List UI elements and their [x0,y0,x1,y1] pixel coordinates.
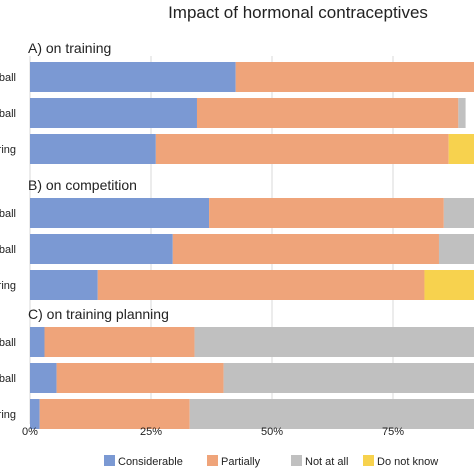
bar-segment-not-at-all [223,363,474,393]
legend-swatch [291,455,302,466]
x-tick-label: 25% [140,426,162,438]
legend-label: Not at all [305,456,348,468]
legend-label: Considerable [118,456,183,468]
category-label: ring [0,280,16,292]
category-label: ball [0,108,16,120]
legend-swatch [104,455,115,466]
x-tick-label: 50% [261,426,283,438]
bar-segment-do-not-know [424,270,474,300]
x-tick-label: 75% [382,426,404,438]
category-label: ball [0,244,16,256]
category-label: ring [0,144,16,156]
panel-2: B) on competition ball ball ring [0,177,474,300]
panel-title: A) on training [28,40,111,56]
bar-segment-considerable [30,327,45,357]
bar-segment-partially [56,363,224,393]
category-label: ring [0,409,16,421]
bar-segment-considerable [30,234,173,264]
bar-segment-not-at-all [438,234,474,264]
legend-swatch [207,455,218,466]
bar-segment-considerable [30,198,210,228]
legend-swatch [363,455,374,466]
legend-label: Do not know [377,456,438,468]
panel-title: C) on training planning [28,306,169,322]
bar-segment-not-at-all [189,399,474,429]
panel-3: C) on training planning ball ball ring [0,306,474,429]
bar-segment-partially [39,399,190,429]
bar-segment-partially [196,98,459,128]
bar-segment-partially [44,327,195,357]
category-label: ball [0,72,16,84]
category-label: ball [0,337,16,349]
bar-segment-not-at-all [458,98,466,128]
bar-segment-not-at-all [443,198,474,228]
bar-segment-not-at-all [194,327,474,357]
legend: Considerable Partially Not at all Do not kn… [104,455,438,468]
bar-segment-considerable [30,62,236,92]
legend-label: Partially [221,456,261,468]
category-label: ball [0,373,16,385]
bar-segment-considerable [30,363,57,393]
bar-segment-partially [235,62,474,92]
x-tick-label: 0% [22,426,38,438]
panel-1: A) on training ball ball ring [0,40,474,164]
bar-segment-considerable [30,134,156,164]
bar-segment-partially [172,234,439,264]
chart-title: Impact of hormonal contraceptives [168,3,428,22]
bar-segment-considerable [30,98,197,128]
bar-segment-partially [209,198,444,228]
panel-title: B) on competition [28,177,137,193]
bar-segment-partially [97,270,425,300]
category-label: ball [0,208,16,220]
bar-segment-considerable [30,399,40,429]
bar-segment-considerable [30,270,98,300]
bar-segment-do-not-know [448,134,474,164]
bar-segment-partially [155,134,449,164]
